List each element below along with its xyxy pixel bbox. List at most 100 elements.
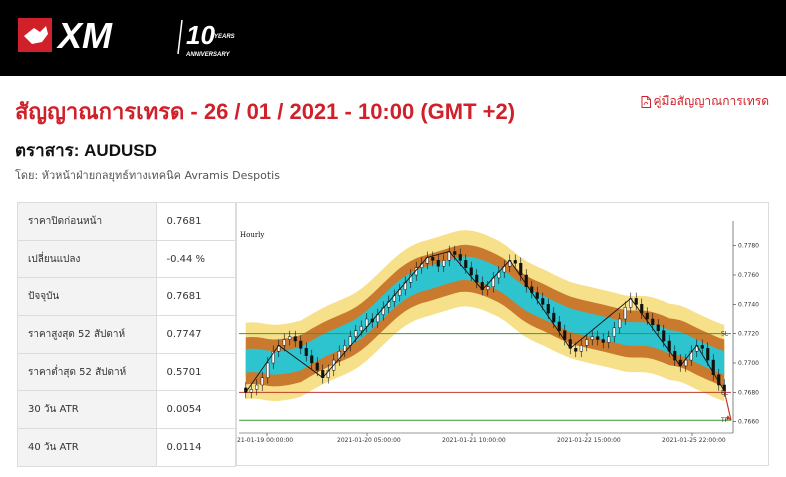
candle-body [579, 345, 583, 352]
candle-body [607, 336, 611, 343]
candle-body [249, 389, 253, 393]
stats-row: ปัจจุบัน 0.7681 [17, 277, 236, 317]
y-tick-label: 0.7740 [738, 301, 759, 308]
stats-label: ราคาปิดก่อนหน้า [17, 202, 157, 241]
candle-body [673, 351, 677, 361]
stats-value: 0.0114 [155, 428, 236, 467]
candle-body [541, 298, 545, 305]
candle-body [656, 324, 660, 331]
candle-body [293, 336, 297, 342]
stats-row: 40 วัน ATR 0.0114 [17, 428, 236, 467]
target-arrow-head [726, 415, 731, 421]
level-lines [239, 333, 731, 421]
y-tick-label: 0.7680 [738, 389, 759, 396]
stats-label: ราคาสูงสุด 52 สัปดาห์ [17, 315, 157, 354]
instrument-heading: ตราสาร: AUDUSD [15, 141, 157, 160]
candle-body [557, 321, 561, 331]
candle-body [348, 336, 352, 346]
candle-body [326, 370, 330, 378]
x-tick-label: 2021-01-25 22:00:00 [662, 437, 726, 444]
signal-guide-link[interactable]: คู่มือสัญญาณการเทรด [641, 92, 770, 111]
candle-body [469, 267, 473, 276]
stats-row: ราคาสูงสุด 52 สัปดาห์ 0.7747 [17, 315, 236, 354]
anniversary-number: 10 [186, 20, 215, 50]
candle-body [645, 312, 649, 320]
outer-yellow-band [245, 230, 725, 402]
xm-logo[interactable]: XM 10 YEARS ANNIVERSARY [14, 14, 244, 64]
candle-body [282, 339, 286, 346]
x-tick-label: 2021-01-22 15:00:00 [557, 437, 621, 444]
stats-value: 0.7681 [155, 277, 236, 317]
candle-body [601, 339, 605, 343]
stats-label: 30 วัน ATR [17, 390, 157, 430]
candle-body [458, 254, 462, 261]
candle-body [585, 339, 589, 346]
level-label-tp: TP [720, 417, 729, 424]
y-tick-label: 0.7700 [738, 360, 759, 367]
chart-axes: 0.7780 0.7760 0.7740 0.7720 0.7700 0.7680 0.76… [237, 221, 759, 444]
top-banner: XM 10 YEARS ANNIVERSARY [0, 0, 786, 76]
candle-body [574, 348, 578, 352]
candle-body [684, 359, 688, 367]
chart-svg: 0.7780 0.7760 0.7740 0.7720 0.7700 0.7680 0.76… [237, 221, 759, 444]
zigzag-line [245, 251, 732, 421]
candle-body [299, 340, 303, 349]
chart-title: Hourly [240, 231, 264, 239]
candle-body [634, 298, 638, 305]
x-tick-label: 2021-01-20 05:00:00 [337, 437, 401, 444]
anniversary-label: ANNIVERSARY [185, 52, 231, 58]
candle-body [343, 345, 347, 352]
candle-body [304, 348, 308, 356]
pdf-icon [641, 95, 651, 108]
candles [244, 245, 726, 399]
candle-body [464, 260, 468, 268]
candle-body [453, 251, 457, 255]
signal-guide-label: คู่มือสัญญาณการเทรด [653, 94, 770, 108]
candle-body [260, 377, 264, 386]
stats-value: 0.5701 [155, 352, 236, 392]
stats-row: เปลี่ยนแปลง -0.44 % [17, 239, 236, 279]
candle-body [590, 336, 594, 340]
candle-body [546, 304, 550, 314]
stats-label: 40 วัน ATR [17, 428, 157, 467]
y-tick-label: 0.7780 [738, 243, 759, 250]
candle-body [475, 274, 479, 283]
middle-brown-band [245, 244, 725, 387]
candle-body [365, 318, 369, 327]
candle-body [288, 336, 292, 340]
candle-body [662, 330, 666, 342]
inner-cyan-band [245, 256, 725, 375]
moving-average-bands [245, 230, 725, 402]
candle-body [596, 336, 600, 340]
candle-body [271, 351, 275, 364]
candle-body [524, 274, 528, 287]
stats-label: ราคาต่ำสุด 52 สัปดาห์ [17, 352, 157, 392]
candle-body [442, 260, 446, 267]
candle-body [409, 274, 413, 283]
stats-label: เปลี่ยนแปลง [17, 239, 157, 279]
candle-body [359, 326, 363, 331]
candle-body [618, 318, 622, 329]
stats-label: ปัจจุบัน [17, 277, 157, 317]
candle-body [486, 286, 490, 290]
candle-body [436, 260, 440, 267]
stats-row: ราคาปิดก่อนหน้า 0.7681 [17, 202, 236, 241]
stats-value: 0.7747 [155, 315, 236, 354]
candle-body [535, 292, 539, 299]
x-tick-label: 2021-01-21 10:00:00 [442, 437, 506, 444]
candle-body [711, 359, 715, 375]
stats-value: -0.44 % [155, 239, 236, 279]
signal-chart: 0.7780 0.7760 0.7740 0.7720 0.7700 0.7680 0.76… [236, 202, 769, 466]
y-tick-label: 0.7660 [738, 419, 759, 426]
candle-body [381, 307, 385, 315]
candle-body [431, 257, 435, 261]
target-arrow-line [723, 390, 732, 421]
stats-value: 0.0054 [155, 390, 236, 430]
candle-body [513, 260, 517, 264]
candle-body [354, 330, 358, 337]
candle-body [612, 327, 616, 337]
candle-body [266, 362, 270, 378]
candle-body [337, 351, 341, 361]
candle-body [563, 330, 567, 340]
candle-body [310, 355, 314, 364]
